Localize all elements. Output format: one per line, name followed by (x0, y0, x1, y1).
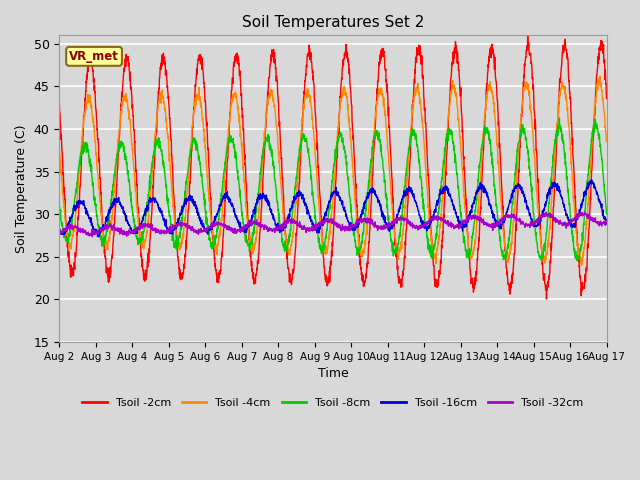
Tsoil -32cm (492, 223, 500, 228)
Tsoil -4cm (492, 125, 500, 131)
Tsoil -16cm (492, 217, 500, 223)
Tsoil -4cm (596, 73, 604, 79)
Tsoil -2cm (543, 296, 550, 302)
Line: Tsoil -8cm: Tsoil -8cm (60, 118, 607, 261)
Tsoil -32cm (542, 209, 550, 215)
Tsoil -32cm (349, 223, 356, 228)
Tsoil -8cm (56, 205, 63, 211)
Tsoil -2cm (570, 167, 578, 172)
Tsoil -4cm (570, 195, 577, 201)
Y-axis label: Soil Temperature (C): Soil Temperature (C) (15, 124, 28, 253)
Tsoil -16cm (570, 220, 577, 226)
Tsoil -2cm (524, 32, 532, 37)
Tsoil -8cm (208, 241, 216, 247)
Tsoil -4cm (56, 144, 63, 149)
Tsoil -16cm (56, 228, 63, 234)
Line: Tsoil -2cm: Tsoil -2cm (60, 35, 607, 299)
Tsoil -32cm (570, 216, 578, 221)
Tsoil -16cm (588, 177, 595, 183)
Tsoil -4cm (360, 244, 368, 250)
Tsoil -2cm (603, 96, 611, 101)
Tsoil -2cm (56, 96, 63, 102)
Tsoil -32cm (208, 222, 216, 228)
Tsoil -8cm (492, 196, 500, 202)
Tsoil -16cm (349, 224, 356, 230)
Tsoil -32cm (88, 234, 96, 240)
Line: Tsoil -4cm: Tsoil -4cm (60, 76, 607, 265)
Tsoil -8cm (603, 211, 611, 217)
Tsoil -2cm (492, 76, 500, 82)
Tsoil -2cm (349, 126, 356, 132)
Tsoil -2cm (555, 96, 563, 102)
Line: Tsoil -32cm: Tsoil -32cm (60, 212, 607, 237)
Tsoil -32cm (603, 219, 611, 225)
Tsoil -32cm (361, 217, 369, 223)
Line: Tsoil -16cm: Tsoil -16cm (60, 180, 607, 237)
Tsoil -2cm (360, 279, 368, 285)
Tsoil -16cm (603, 221, 611, 227)
X-axis label: Time: Time (317, 367, 348, 380)
Tsoil -4cm (578, 263, 586, 268)
Tsoil -4cm (603, 138, 611, 144)
Tsoil -4cm (208, 226, 216, 232)
Tsoil -16cm (208, 223, 216, 228)
Title: Soil Temperatures Set 2: Soil Temperatures Set 2 (242, 15, 424, 30)
Tsoil -8cm (554, 129, 562, 134)
Text: VR_met: VR_met (69, 50, 119, 63)
Tsoil -32cm (555, 219, 563, 225)
Tsoil -4cm (349, 164, 356, 169)
Tsoil -8cm (570, 244, 577, 250)
Tsoil -4cm (554, 115, 562, 120)
Tsoil -16cm (554, 187, 562, 192)
Tsoil -2cm (208, 226, 216, 232)
Tsoil -8cm (556, 115, 563, 121)
Tsoil -8cm (573, 258, 580, 264)
Tsoil -8cm (349, 224, 356, 229)
Tsoil -8cm (360, 218, 368, 224)
Tsoil -32cm (56, 231, 63, 237)
Tsoil -16cm (361, 199, 369, 204)
Tsoil -16cm (95, 234, 102, 240)
Legend: Tsoil -2cm, Tsoil -4cm, Tsoil -8cm, Tsoil -16cm, Tsoil -32cm: Tsoil -2cm, Tsoil -4cm, Tsoil -8cm, Tsoi… (78, 393, 588, 412)
